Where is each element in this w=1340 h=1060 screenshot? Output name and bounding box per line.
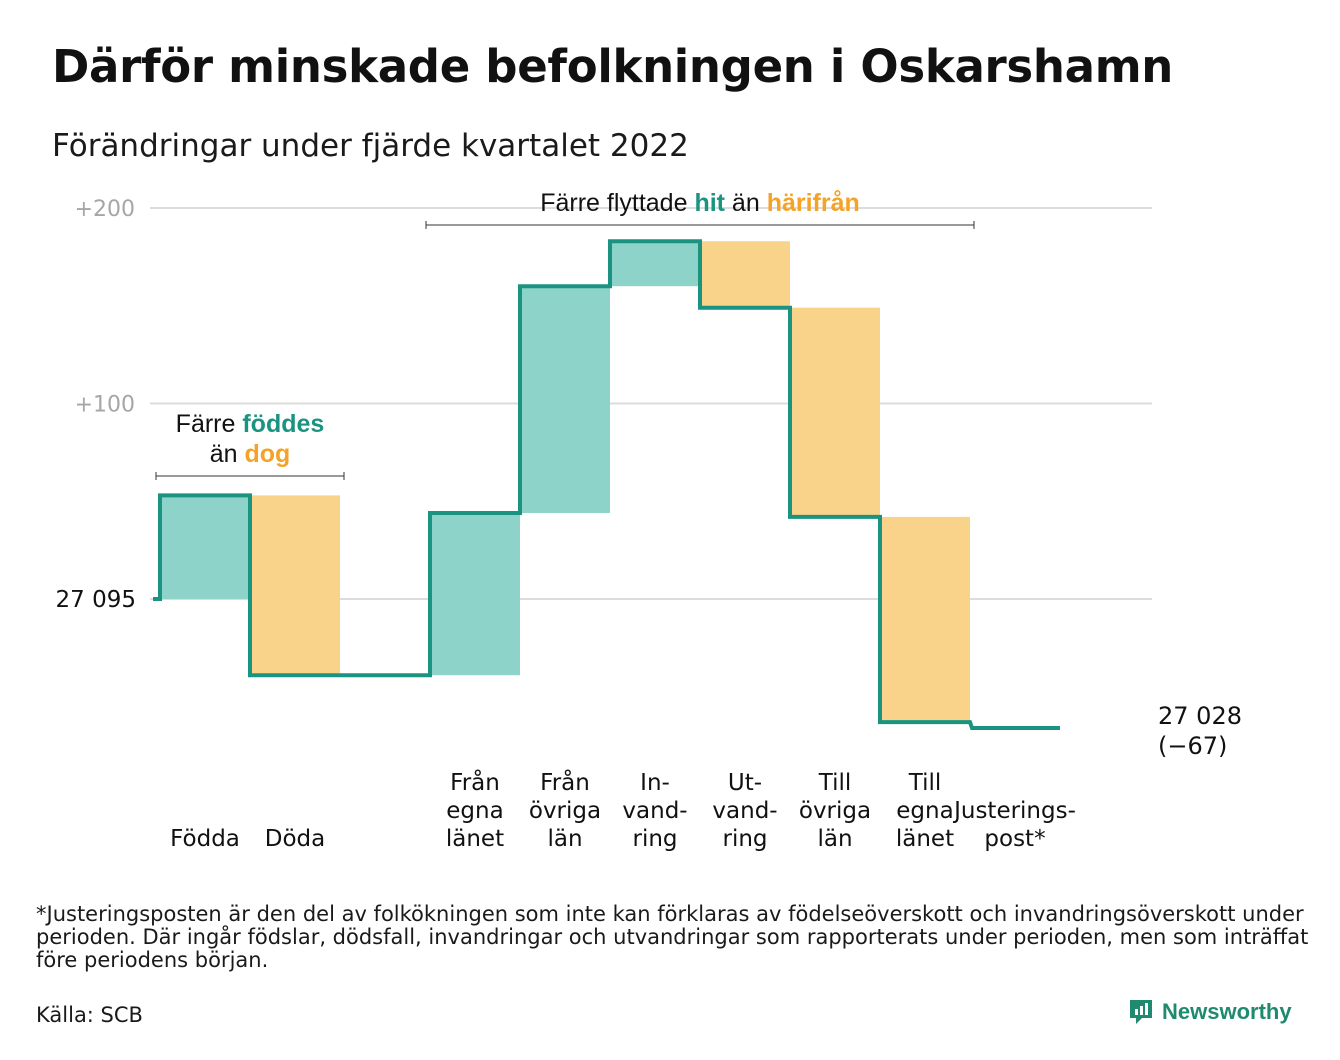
start-value-label: 27 095 [56, 587, 136, 613]
category-label-3-0: Från [450, 768, 500, 796]
category-label-9-0: Justerings- [952, 798, 1076, 824]
category-label-1-0: Döda [265, 826, 325, 852]
annotation-text-0-1: än dog [210, 440, 291, 468]
y-tick-label-1: +200 [75, 197, 135, 222]
category-label-8-2: länet [896, 826, 954, 852]
category-label-7-0: Till [818, 770, 852, 796]
cumulative-step-line [153, 239, 1060, 731]
y-tick-label-0: +100 [75, 393, 135, 418]
category-label-4-2: län [547, 826, 582, 852]
brand-logo: Newsworthy [1128, 998, 1292, 1026]
end-value-label: 27 028 [1158, 702, 1242, 730]
category-label-6-2: ring [722, 826, 767, 852]
category-label-7-2: län [817, 826, 852, 852]
category-label-8-1: egna [896, 798, 953, 824]
category-label-9-1: post* [984, 826, 1045, 852]
category-label-4-1: övriga [529, 798, 601, 824]
annotation-text-0-0: Färre föddes [176, 410, 325, 438]
category-label-4-0: Från [540, 768, 590, 796]
category-label-5-2: ring [632, 826, 677, 852]
category-label-3-1: egna [446, 798, 503, 824]
source-note: Källa: SCB [36, 1003, 143, 1027]
bar-4 [520, 286, 610, 513]
bar-6 [700, 241, 790, 308]
bar-5 [610, 241, 700, 287]
end-change-label: (−67) [1158, 732, 1227, 760]
bar-1 [250, 495, 340, 676]
category-label-5-1: vand- [622, 798, 687, 824]
category-label-7-1: övriga [799, 798, 871, 824]
bar-0 [160, 495, 250, 599]
bar-7 [790, 307, 880, 517]
bar-8 [880, 516, 970, 723]
brand-name: Newsworthy [1162, 999, 1292, 1024]
chart-title: Därför minskade befolkningen i Oskarsham… [52, 40, 1174, 93]
category-label-0-0: Födda [170, 826, 240, 852]
category-label-3-2: länet [446, 826, 504, 852]
annotation-text-1-0: Färre flyttade hit än härifrån [540, 189, 860, 217]
bar-3 [430, 512, 520, 676]
category-label-6-1: vand- [712, 798, 777, 824]
category-label-6-0: Ut- [728, 770, 762, 796]
chart-subtitle: Förändringar under fjärde kvartalet 2022 [52, 128, 689, 164]
category-label-8-0: Till [908, 770, 942, 796]
category-label-5-0: In- [640, 770, 670, 796]
footnote: *Justeringsposten är den del av folkökni… [36, 902, 1309, 972]
newsworthy-logo-icon [1130, 1000, 1152, 1024]
